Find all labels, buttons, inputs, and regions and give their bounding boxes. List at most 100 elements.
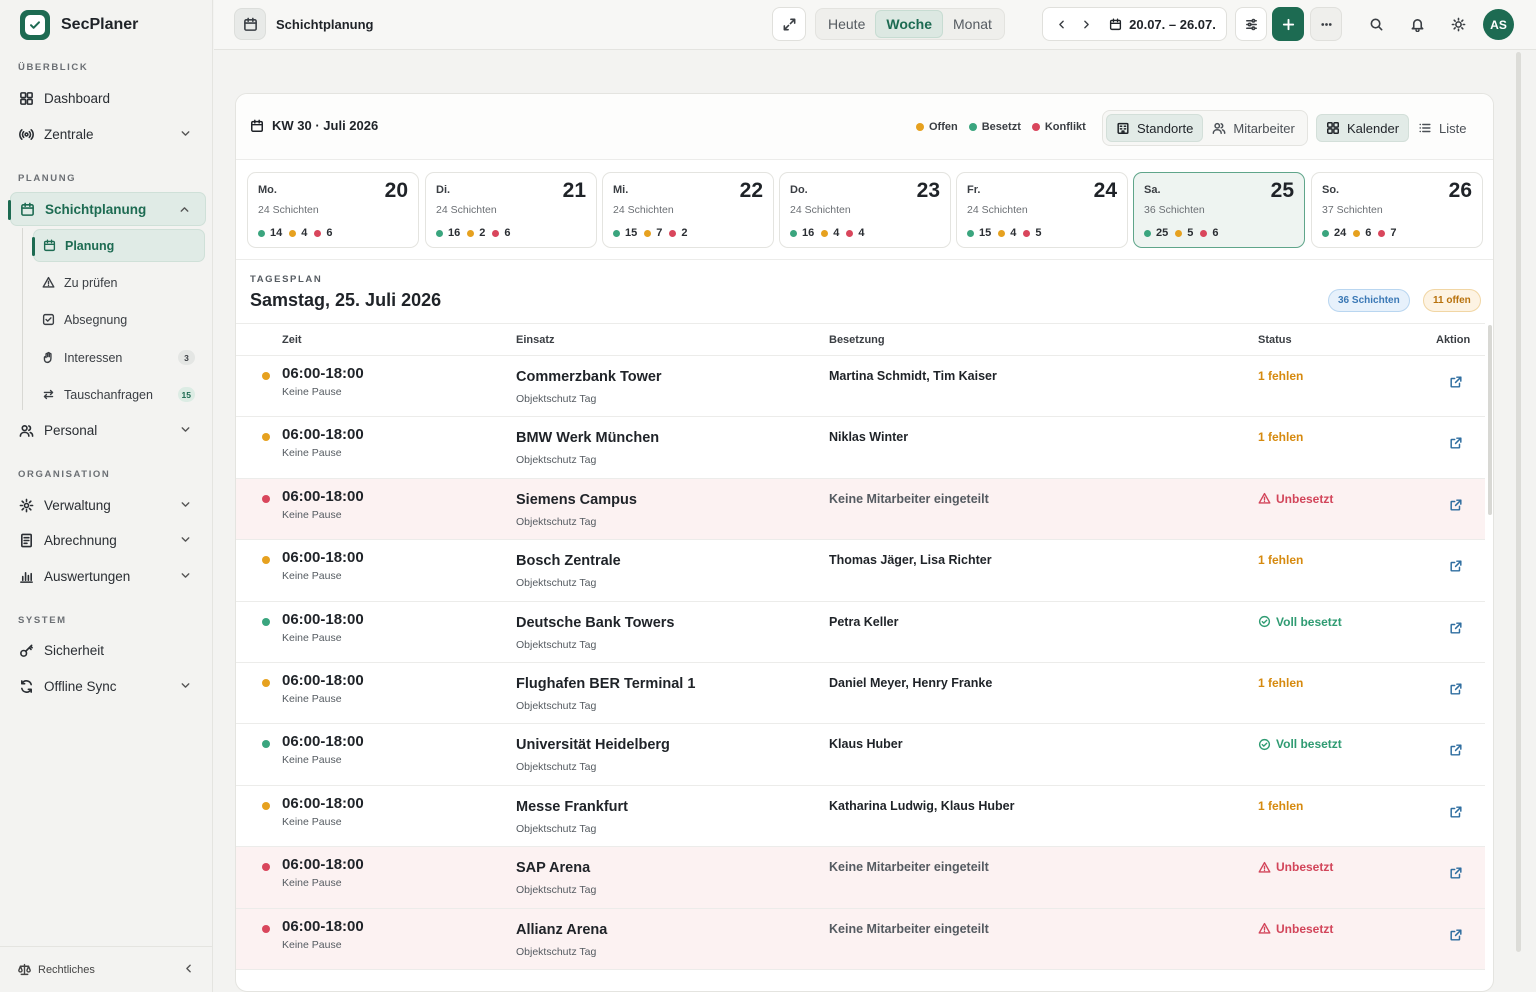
- filter-button[interactable]: [1235, 7, 1267, 41]
- status-dot: [262, 740, 270, 749]
- shift-status: Unbesetzt: [1258, 922, 1333, 936]
- open-shift-button[interactable]: [1449, 866, 1463, 880]
- open-shift-button[interactable]: [1449, 559, 1463, 573]
- more-button[interactable]: [1310, 7, 1342, 41]
- topbar: Schichtplanung Heute Woche Monat 20.07. …: [214, 0, 1536, 50]
- shift-status: Voll besetzt: [1258, 615, 1342, 629]
- view-today-button[interactable]: Heute: [828, 16, 866, 32]
- add-shift-button[interactable]: [1272, 7, 1304, 41]
- table-row[interactable]: 06:00-18:00 Keine Pause Bosch Zentrale Obje…: [236, 540, 1485, 602]
- filled-count: 25: [1156, 227, 1169, 239]
- open-shift-button[interactable]: [1449, 498, 1463, 512]
- day-card[interactable]: Mi. 22 24 Schichten 15 7 2: [602, 172, 774, 248]
- next-week-icon[interactable]: [1080, 18, 1093, 31]
- status-dot: [262, 678, 270, 687]
- open-shift-button[interactable]: [1449, 928, 1463, 942]
- table-row[interactable]: 06:00-18:00 Keine Pause Flughafen BER Term…: [236, 663, 1485, 725]
- more-dots-icon: [1320, 22, 1332, 26]
- tab-mitarbeiter[interactable]: Mitarbeiter: [1203, 114, 1303, 142]
- theme-toggle-button[interactable]: [1442, 7, 1474, 41]
- table-row[interactable]: 06:00-18:00 Keine Pause SAP Arena Objektsch…: [236, 847, 1485, 909]
- legal-link[interactable]: Rechtliches: [38, 963, 95, 976]
- sidebar-item-verwaltung[interactable]: Verwaltung: [10, 488, 206, 522]
- day-card[interactable]: So. 26 37 Schichten 24 6 7: [1311, 172, 1483, 248]
- day-card[interactable]: Sa. 25 36 Schichten 25 5 6: [1133, 172, 1305, 248]
- day-card[interactable]: Di. 21 24 Schichten 16 2 6: [425, 172, 597, 248]
- day-card[interactable]: Do. 23 24 Schichten 16 4 4: [779, 172, 951, 248]
- user-avatar[interactable]: AS: [1483, 9, 1514, 40]
- collapse-sidebar-icon[interactable]: [182, 962, 195, 975]
- sidebar-item-personal[interactable]: Personal: [10, 413, 206, 447]
- open-shift-button[interactable]: [1449, 375, 1463, 389]
- shift-pause: Keine Pause: [282, 754, 342, 767]
- date-range-picker[interactable]: 20.07. – 26.07.: [1099, 7, 1227, 41]
- shift-staff: Martina Schmidt, Tim Kaiser: [829, 369, 997, 383]
- sidebar-item-schichtplanung[interactable]: Schichtplanung: [8, 192, 206, 226]
- sidebar-subitem-absegnung[interactable]: Absegnung: [33, 303, 205, 336]
- conflict-count: 6: [326, 227, 333, 239]
- col-aktion: Aktion: [1436, 334, 1471, 346]
- open-shift-button[interactable]: [1449, 743, 1463, 757]
- open-shift-button[interactable]: [1449, 621, 1463, 635]
- day-card[interactable]: Mo. 20 24 Schichten 14 4 6: [247, 172, 419, 248]
- open-count: 2: [479, 227, 486, 239]
- table-row[interactable]: 06:00-18:00 Keine Pause Deutsche Bank Towe…: [236, 602, 1485, 663]
- conflict-count: 7: [1390, 227, 1397, 239]
- fullscreen-button[interactable]: [772, 7, 806, 41]
- view-month-button[interactable]: Monat: [953, 16, 992, 32]
- brand[interactable]: SecPlaner: [20, 10, 138, 40]
- external-link-icon: [1450, 928, 1462, 941]
- tab-liste[interactable]: Liste: [1409, 114, 1475, 142]
- shift-count-badge: 36 Schichten: [1328, 289, 1410, 312]
- shift-time: 06:00-18:00: [282, 426, 364, 444]
- sidebar-subitem-tauschanfragen[interactable]: Tauschanfragen 15: [33, 378, 205, 411]
- sidebar-subitem-zu-pruefen[interactable]: Zu prüfen: [33, 266, 205, 299]
- prev-week-icon[interactable]: [1055, 18, 1068, 31]
- check-circle-icon: [1258, 615, 1271, 628]
- sidebar-item-zentrale[interactable]: Zentrale: [10, 117, 206, 151]
- day-date: 24: [1093, 179, 1117, 202]
- day-card[interactable]: Fr. 24 24 Schichten 15 4 5: [956, 172, 1128, 248]
- table-row[interactable]: 06:00-18:00 Keine Pause Commerzbank Tower O…: [236, 356, 1485, 418]
- page-title-group: Schichtplanung: [234, 8, 374, 40]
- shift-status: 1 fehlen: [1258, 369, 1304, 383]
- open-shift-button[interactable]: [1449, 436, 1463, 450]
- sidebar-item-abrechnung[interactable]: Abrechnung: [10, 523, 206, 557]
- day-date: 23: [916, 179, 940, 202]
- table-row[interactable]: 06:00-18:00 Keine Pause Messe Frankfurt Obj…: [236, 786, 1485, 848]
- notifications-button[interactable]: [1401, 7, 1433, 41]
- table-row[interactable]: 06:00-18:00 Keine Pause Universität Heidel…: [236, 724, 1485, 786]
- day-name: Sa.: [1144, 184, 1161, 196]
- sidebar-item-auswertungen[interactable]: Auswertungen: [10, 559, 206, 593]
- shift-type: Objektschutz Tag: [516, 822, 597, 835]
- shift-site: Bosch Zentrale: [516, 553, 621, 570]
- shift-type: Objektschutz Tag: [516, 577, 597, 590]
- search-button[interactable]: [1360, 7, 1392, 41]
- sidebar-subitem-interessen[interactable]: Interessen 3: [33, 341, 205, 374]
- sidebar-subitem-label: Interessen: [64, 350, 123, 365]
- chevron-down-icon: [181, 683, 190, 688]
- sidebar-item-offline-sync[interactable]: Offline Sync: [10, 669, 206, 703]
- plus-icon: [1282, 18, 1294, 30]
- external-link-icon: [1450, 867, 1462, 879]
- tab-standorte[interactable]: Standorte: [1106, 114, 1204, 142]
- table-row[interactable]: 06:00-18:00 Keine Pause BMW Werk München Ob…: [236, 417, 1485, 479]
- gear-icon: [19, 498, 34, 512]
- sidebar-item-dashboard[interactable]: Dashboard: [10, 81, 206, 115]
- tab-kalender[interactable]: Kalender: [1316, 114, 1410, 142]
- dashboard-grid-icon: [20, 91, 33, 105]
- page-scrollbar[interactable]: [1516, 52, 1521, 952]
- chevron-down-icon: [181, 537, 190, 542]
- shift-type: Objektschutz Tag: [516, 515, 597, 528]
- table-row[interactable]: 06:00-18:00 Keine Pause Allianz Arena Objek…: [236, 908, 1485, 970]
- open-shift-button[interactable]: [1449, 682, 1463, 696]
- open-count: 4: [301, 227, 308, 239]
- shift-pause: Keine Pause: [282, 447, 342, 460]
- table-scrollbar[interactable]: [1488, 325, 1492, 515]
- sidebar-item-sicherheit[interactable]: Sicherheit: [10, 633, 206, 667]
- open-shift-button[interactable]: [1449, 805, 1463, 819]
- day-status-counts: 24 6 7: [1322, 227, 1397, 239]
- view-week-button[interactable]: Woche: [875, 10, 943, 38]
- sidebar-subitem-planung[interactable]: Planung: [32, 229, 205, 262]
- table-row[interactable]: 06:00-18:00 Keine Pause Siemens Campus Obje…: [236, 478, 1485, 541]
